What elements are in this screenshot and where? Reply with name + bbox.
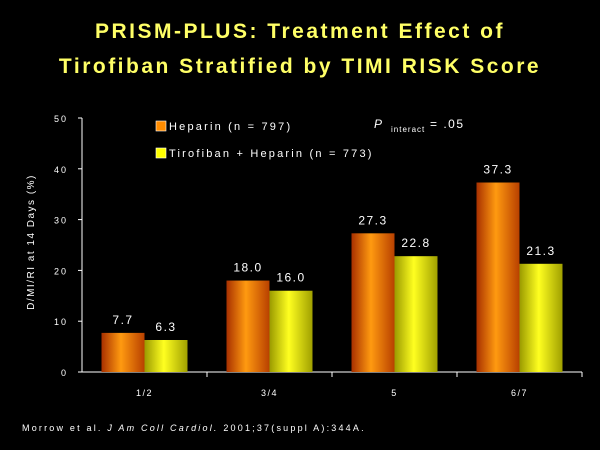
y-tick-label: 40 xyxy=(54,165,68,175)
footnote-authors: Morrow et al. xyxy=(22,423,108,433)
footnote-journal: J Am Coll Cardiol. xyxy=(107,423,219,433)
p-subscript: interact xyxy=(391,125,425,134)
data-label: 7.7 xyxy=(112,313,133,327)
data-label: 27.3 xyxy=(358,213,387,227)
y-axis-label: D/MI/RI at 14 Days (%) xyxy=(26,174,37,310)
bar-tirofiban-heparin xyxy=(144,339,188,372)
y-tick-label: 0 xyxy=(61,368,68,378)
bar-tirofiban-heparin xyxy=(519,263,563,372)
footnote-citation: Morrow et al. J Am Coll Cardiol. 2001;37… xyxy=(22,423,366,433)
data-label: 16.0 xyxy=(276,271,305,285)
legend-swatch-tirofiban-heparin xyxy=(155,147,167,159)
data-label: 21.3 xyxy=(526,244,555,258)
legend-label-heparin: Heparin (n = 797) xyxy=(169,121,292,133)
data-label: 6.3 xyxy=(155,320,176,334)
bar-heparin xyxy=(101,332,145,372)
data-label: 22.8 xyxy=(401,236,430,250)
x-tick-label: 5 xyxy=(391,388,398,398)
data-label: 37.3 xyxy=(483,163,512,177)
p-interaction-annotation: P interact = .05 xyxy=(374,117,465,134)
y-tick-label: 20 xyxy=(54,266,68,276)
p-value: = .05 xyxy=(430,117,465,131)
bar-heparin xyxy=(476,182,520,372)
p-symbol: P xyxy=(374,117,382,131)
y-tick-label: 50 xyxy=(54,114,68,124)
bar-tirofiban-heparin xyxy=(394,256,438,372)
chart-title-line-2: Tirofiban Stratified by TIMI RISK Score xyxy=(58,55,542,78)
y-tick-label: 30 xyxy=(54,216,68,226)
data-label: 18.0 xyxy=(233,261,262,275)
legend-label-tirofiban-heparin: Tirofiban + Heparin (n = 773) xyxy=(169,148,374,160)
bar-heparin xyxy=(351,233,395,372)
x-tick-label: 6/7 xyxy=(511,388,528,398)
x-tick-label: 1/2 xyxy=(136,388,153,398)
chart-title-line-1: PRISM-PLUS: Treatment Effect of xyxy=(94,20,506,43)
bar-tirofiban-heparin xyxy=(269,290,313,372)
y-tick-label: 10 xyxy=(54,317,68,327)
bar-heparin xyxy=(226,280,270,372)
x-tick-label: 3/4 xyxy=(261,388,278,398)
legend-swatch-heparin xyxy=(155,120,167,132)
footnote-details: 2001;37(suppl A):344A. xyxy=(218,423,366,433)
